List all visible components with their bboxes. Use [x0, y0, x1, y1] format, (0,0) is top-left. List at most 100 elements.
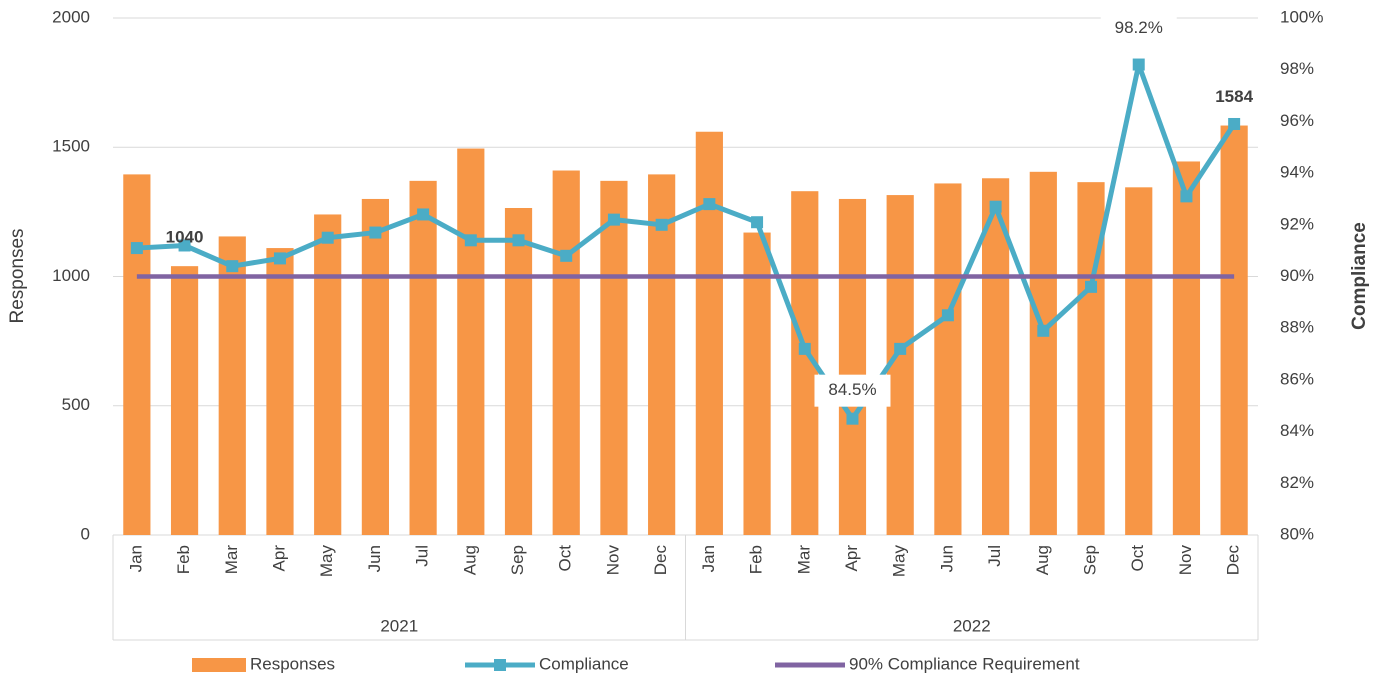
legend-swatch	[192, 658, 246, 672]
line-marker	[130, 242, 143, 255]
bar	[266, 248, 294, 535]
bar	[218, 236, 246, 535]
x-tick-label: Oct	[1128, 545, 1147, 572]
bar	[600, 180, 628, 536]
bar	[1220, 125, 1248, 535]
x-tick-label: Nov	[1176, 545, 1195, 576]
bar	[695, 131, 723, 536]
y2-tick-label: 94%	[1280, 163, 1314, 182]
bar	[743, 232, 771, 535]
x-tick-label: Jun	[365, 545, 384, 572]
x-tick-label: Jul	[985, 545, 1004, 567]
line-marker	[846, 412, 859, 425]
legend-label: Compliance	[539, 654, 629, 673]
x-tick-label: Apr	[842, 545, 861, 572]
line-marker	[464, 234, 477, 247]
line-marker	[1037, 324, 1050, 337]
line-marker	[1132, 58, 1145, 71]
y2-tick-label: 80%	[1280, 524, 1314, 543]
data-label: 98.2%	[1115, 18, 1163, 37]
line-marker	[369, 226, 382, 239]
line-marker	[512, 234, 525, 247]
x-tick-label: Sep	[1081, 545, 1100, 575]
y2-axis-title: Compliance	[1349, 222, 1370, 330]
y-axis-title: Responses	[7, 228, 28, 323]
line-marker	[226, 260, 239, 273]
line-marker	[607, 213, 620, 226]
x-tick-label: Oct	[556, 545, 575, 572]
bar	[648, 174, 676, 535]
legend-label: 90% Compliance Requirement	[849, 654, 1080, 673]
line-marker	[798, 342, 811, 355]
bar	[1125, 187, 1153, 535]
data-label: 84.5%	[828, 380, 876, 399]
y-tick-label: 0	[81, 524, 90, 543]
x-tick-label: Jan	[126, 545, 145, 572]
line-marker	[1085, 280, 1098, 293]
group-label: 2021	[380, 616, 418, 635]
line-marker	[417, 208, 430, 221]
x-tick-label: Feb	[174, 545, 193, 574]
x-tick-label: Apr	[269, 545, 288, 572]
x-tick-label: Jun	[937, 545, 956, 572]
line-marker	[941, 309, 954, 322]
bar	[982, 178, 1010, 535]
line	[136, 62, 1237, 422]
legend-label: Responses	[250, 654, 335, 673]
line-marker	[273, 252, 286, 265]
line-marker	[655, 218, 668, 231]
line-marker	[560, 249, 573, 262]
y2-tick-label: 100%	[1280, 7, 1323, 26]
bar	[409, 180, 437, 536]
y2-tick-label: 84%	[1280, 421, 1314, 440]
x-tick-label: Sep	[508, 545, 527, 575]
y2-tick-label: 90%	[1280, 266, 1314, 285]
x-tick-label: Dec	[651, 545, 670, 576]
bar	[1029, 171, 1057, 535]
data-label-box	[814, 374, 891, 407]
bar	[170, 266, 199, 535]
bar	[1172, 161, 1201, 535]
bar	[934, 183, 962, 535]
x-tick-label: Nov	[603, 545, 622, 576]
x-tick-label: Feb	[747, 545, 766, 574]
y2-tick-label: 96%	[1280, 111, 1314, 130]
y2-tick-label: 88%	[1280, 318, 1314, 337]
x-tick-label: Mar	[222, 545, 241, 575]
y2-tick-label: 98%	[1280, 59, 1314, 78]
x-tick-label: Dec	[1224, 545, 1243, 576]
data-label: 1040	[166, 228, 204, 247]
bar	[457, 148, 485, 536]
bar	[552, 170, 580, 535]
y2-tick-label: 82%	[1280, 473, 1314, 492]
y-tick-label: 1500	[52, 137, 90, 156]
line-marker	[751, 216, 764, 229]
bar	[361, 198, 389, 535]
x-tick-label: Jul	[413, 545, 432, 567]
y2-tick-label: 86%	[1280, 369, 1314, 388]
x-tick-label: Aug	[460, 545, 479, 575]
bar	[504, 207, 533, 535]
data-label: 1584	[1215, 87, 1253, 106]
line-marker	[178, 239, 191, 252]
line-marker	[1180, 190, 1193, 203]
line-marker	[894, 342, 907, 355]
line-marker	[321, 231, 334, 244]
y-tick-label: 2000	[52, 7, 90, 26]
bar	[123, 174, 151, 535]
line-marker	[989, 200, 1002, 213]
bar	[314, 214, 342, 535]
x-tick-label: Aug	[1033, 545, 1052, 575]
x-tick-label: May	[317, 545, 336, 578]
group-label: 2022	[953, 616, 991, 635]
x-tick-label: Jan	[699, 545, 718, 572]
line-marker	[1228, 117, 1241, 130]
x-tick-label: Mar	[794, 545, 813, 575]
data-label-box	[1100, 12, 1177, 45]
x-tick-label: May	[890, 545, 909, 578]
y-tick-label: 500	[62, 395, 90, 414]
y-tick-label: 1000	[52, 266, 90, 285]
bar	[838, 198, 867, 535]
line-marker	[703, 198, 716, 211]
